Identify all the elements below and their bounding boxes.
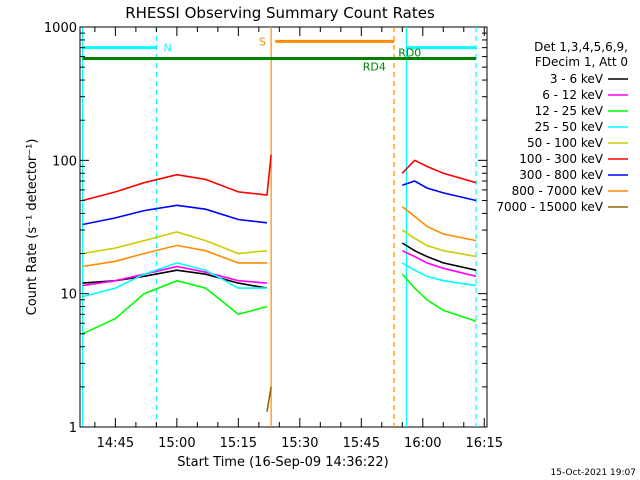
series-group (82, 154, 477, 412)
legend: Det 1,3,4,5,6,9,FDecim 1, Att 0 3 - 6 keV… (496, 40, 628, 214)
legend-label-12-25-kev: 12 - 25 keV (535, 104, 604, 118)
x-tick-label: 15:00 (158, 436, 195, 451)
legend-header: Det 1,3,4,5,6,9, (534, 40, 628, 54)
series-12-25-kev-line (401, 273, 477, 323)
y-tick-label: 100 (52, 154, 77, 169)
series-50-100-kev-line (82, 231, 268, 255)
series-3-6-kev-line (401, 242, 477, 271)
x-axis: 14:45 15:00 15:15 15:30 15:45 16:00 16:15 (94, 27, 503, 451)
legend-label-6-12-kev: 6 - 12 keV (542, 88, 604, 102)
legend-label-300-800-kev: 300 - 800 keV (519, 168, 603, 182)
y-tick-label: 1000 (44, 21, 77, 36)
x-tick-label: 16:15 (466, 436, 503, 451)
legend-label-100-300-kev: 100 - 300 keV (519, 152, 603, 166)
series-100-300-kev-line (82, 154, 272, 202)
y-tick-label: 10 (60, 288, 77, 303)
series-25-50-kev-line (82, 262, 267, 298)
annotation-n-label: N (163, 42, 171, 55)
x-tick-label: 15:45 (343, 436, 380, 451)
series-50-100-kev-line (401, 229, 477, 258)
series-100-300-kev-line (401, 159, 477, 184)
legend-label-50-100-kev: 50 - 100 keV (527, 136, 604, 150)
legend-header: FDecim 1, Att 0 (535, 55, 628, 69)
legend-label-25-50-kev: 25 - 50 keV (535, 120, 604, 134)
x-tick-label: 14:45 (97, 436, 134, 451)
x-tick-label: 15:15 (220, 436, 257, 451)
chart-title: RHESSI Observing Summary Count Rates (125, 4, 435, 22)
series-7000-15000-kev-line (266, 386, 272, 412)
series-6-12-kev-line (401, 249, 477, 278)
vertical-markers (81, 27, 477, 427)
series-300-800-kev-line (402, 180, 477, 202)
legend-label-7000-15000-kev: 7000 - 15000 keV (496, 200, 603, 214)
series-800-7000-kev-line (401, 205, 477, 242)
annotation-bars: N S RD0 RD4 (82, 35, 477, 74)
series-12-25-kev-line (82, 279, 268, 335)
series-300-800-kev-line (82, 204, 268, 226)
footer-timestamp: 15-Oct-2021 19:07 (551, 468, 636, 478)
series-25-50-kev-line (401, 262, 477, 287)
annotation-rd4-label: RD4 (363, 61, 386, 74)
x-axis-label: Start Time (16-Sep-09 14:36:22) (177, 455, 388, 470)
annotation-s-label: S (259, 35, 266, 48)
y-tick-label: 1 (69, 421, 77, 436)
plot-frame (79, 26, 488, 428)
x-tick-label: 16:00 (404, 436, 441, 451)
annotation-rd0-label: RD0 (398, 47, 421, 60)
x-tick-label: 15:30 (281, 436, 318, 451)
legend-label-800-7000-kev: 800 - 7000 keV (512, 184, 604, 198)
series-3-6-kev-line (82, 269, 268, 289)
series-800-7000-kev-line (82, 244, 267, 268)
y-axis: 1 10 100 1000 (44, 21, 487, 436)
series-6-12-kev-line (82, 265, 268, 287)
legend-label-3-6-kev: 3 - 6 keV (550, 72, 604, 86)
y-axis-label: Count Rate (s⁻¹ detector⁻¹) (25, 139, 40, 316)
